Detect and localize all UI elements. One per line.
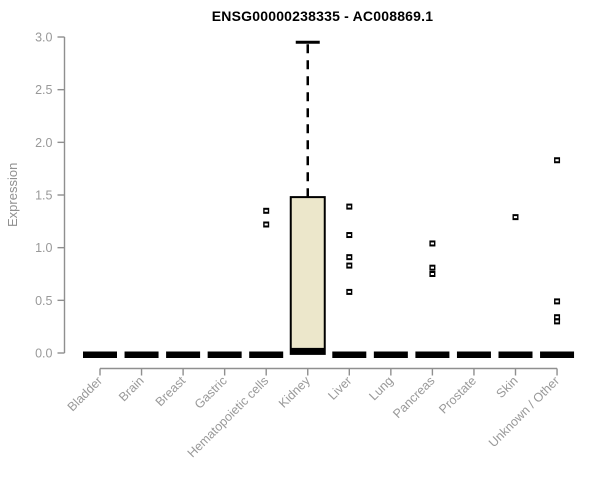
y-tick-label: 1.5 <box>35 189 52 203</box>
flat-box <box>332 351 367 358</box>
box <box>289 196 326 355</box>
flat-box <box>373 351 408 358</box>
x-tick-label: Skin <box>494 374 521 401</box>
x-tick-label: Gastric <box>192 374 230 412</box>
x-tick-label: Brain <box>116 374 147 405</box>
outlier-point-slot <box>347 256 351 259</box>
flat-box <box>456 351 491 358</box>
outlier-point-slot <box>264 209 268 212</box>
median-line <box>290 347 325 355</box>
flat-box <box>415 351 450 358</box>
y-tick-label: 2.5 <box>35 83 52 97</box>
outlier-point-slot <box>430 266 434 269</box>
outlier-point-slot <box>347 205 351 208</box>
outlier-point-slot <box>430 242 434 245</box>
x-tick-label: Hematopoietic cells <box>185 374 272 461</box>
flat-box <box>207 351 242 358</box>
outlier-point-slot <box>264 223 268 226</box>
outlier-point-slot <box>555 316 559 319</box>
x-tick-label: Pancreas <box>390 374 437 421</box>
outlier-point-slot <box>555 320 559 323</box>
outlier-point-slot <box>555 159 559 162</box>
chart-title: ENSG00000238335 - AC008869.1 <box>211 8 434 24</box>
outlier-point-slot <box>430 273 434 276</box>
x-tick-label: Breast <box>153 373 189 409</box>
x-tick-label: Bladder <box>65 374 105 414</box>
outlier-point-slot <box>555 300 559 303</box>
outlier-point-slot <box>513 216 518 219</box>
x-tick-label: Unknown / Other <box>486 374 562 450</box>
y-tick-label: 1.0 <box>35 241 52 255</box>
x-tick-label: Lung <box>366 374 396 404</box>
outlier-point-slot <box>347 290 351 293</box>
y-tick-label: 0.0 <box>35 347 52 361</box>
y-tick-label: 0.5 <box>35 294 52 308</box>
outlier-point-slot <box>347 264 351 267</box>
flat-box <box>249 351 284 358</box>
flat-box <box>498 351 533 358</box>
flat-box <box>166 351 201 358</box>
y-tick-label: 2.0 <box>35 136 52 150</box>
y-tick-label: 3.0 <box>35 31 52 45</box>
outlier-point-slot <box>347 234 351 237</box>
flat-box <box>83 351 117 358</box>
x-tick-label: Prostate <box>436 374 479 417</box>
x-tick-label: Liver <box>325 374 354 403</box>
flat-box <box>540 351 575 358</box>
flat-box <box>124 351 159 358</box>
x-tick-label: Kidney <box>276 373 313 410</box>
